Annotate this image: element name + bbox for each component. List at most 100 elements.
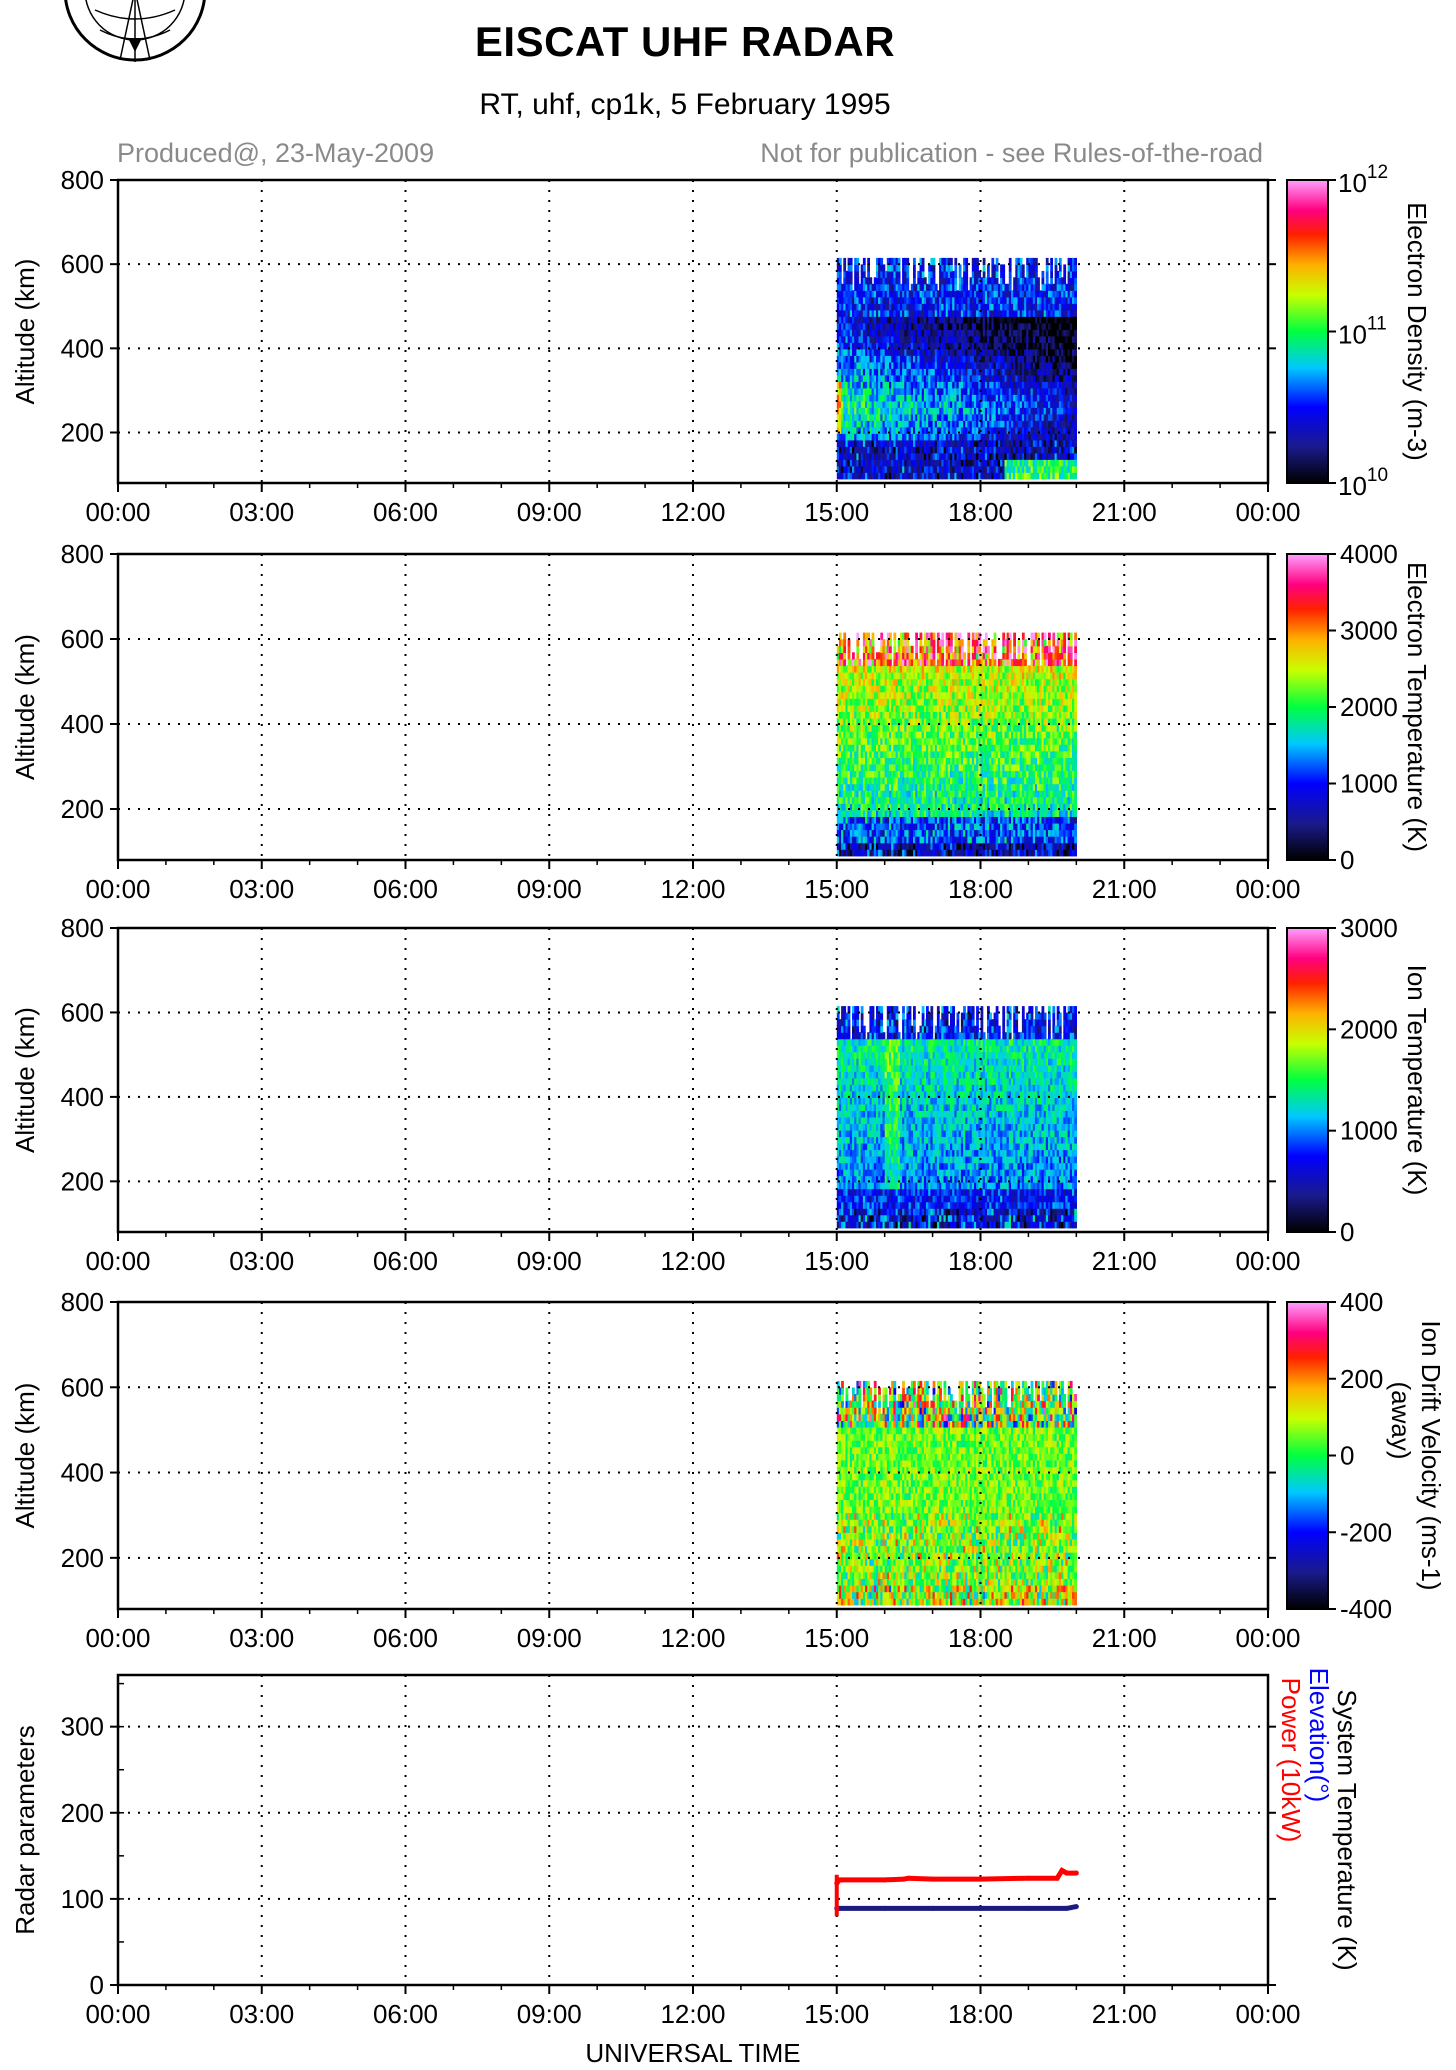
heatmap-cell [1011, 303, 1014, 311]
heatmap-cell [891, 459, 894, 467]
heatmap-cell [886, 329, 890, 337]
heatmap-cell [930, 446, 934, 454]
heatmap-cell [841, 374, 844, 382]
heatmap-cell [956, 459, 960, 467]
heatmap-cell [963, 290, 966, 298]
colorbar-tick-label: 1011 [1338, 314, 1387, 350]
heatmap-cell [871, 400, 875, 408]
heatmap-cell [950, 309, 953, 317]
heatmap-cell [893, 361, 897, 369]
heatmap-cell [884, 452, 888, 460]
heatmap-cell [919, 309, 923, 317]
heatmap-cell [902, 303, 905, 311]
heatmap-cell [893, 309, 897, 317]
heatmap-cell [843, 433, 847, 441]
heatmap-cell [971, 394, 975, 402]
heatmap-cell [880, 309, 884, 317]
heatmap-cell [971, 439, 975, 447]
heatmap-cell [991, 413, 995, 421]
heatmap-cell [952, 283, 955, 291]
heatmap-cell [845, 420, 849, 428]
heatmap-cell [991, 433, 995, 441]
heatmap-cell [919, 329, 923, 337]
heatmap-cell [987, 348, 990, 356]
heatmap-cell [997, 374, 1001, 382]
heatmap-cell [843, 465, 847, 473]
heatmap-cell [939, 322, 942, 330]
heatmap-cell [934, 290, 938, 298]
heatmap-cell [876, 368, 879, 376]
heatmap-cell [952, 355, 955, 363]
heatmap-cell [895, 303, 899, 311]
heatmap-cell [913, 290, 916, 298]
heatmap-cell [878, 407, 881, 415]
heatmap-cell [956, 309, 960, 317]
heatmap-cell [941, 368, 945, 376]
heatmap-cell [1006, 465, 1010, 473]
heatmap-cell [1004, 322, 1008, 330]
heatmap-cell [856, 652, 860, 660]
heatmap-cell [965, 283, 969, 291]
heatmap-cell [1015, 342, 1019, 350]
heatmap-cell [884, 413, 888, 421]
heatmap-cell [904, 283, 908, 291]
heatmap-cell [921, 335, 925, 343]
heatmap-cell [997, 426, 1001, 434]
heatmap-cell [987, 335, 990, 343]
heatmap-cell [897, 316, 901, 324]
heatmap-cell [1004, 283, 1008, 291]
heatmap-cell [928, 459, 931, 467]
heatmap-cell [917, 472, 921, 480]
heatmap-cell [984, 309, 988, 317]
heatmap-cell [1011, 322, 1014, 330]
heatmap-cell [945, 270, 949, 278]
heatmap-cell [897, 322, 901, 330]
heatmap-cell [838, 452, 842, 460]
heatmap-cell [917, 433, 921, 441]
heatmap-cell [932, 407, 936, 415]
heatmap-cell [984, 283, 988, 291]
heatmap-cell [997, 459, 1001, 467]
heatmap-cell [880, 433, 884, 441]
heatmap-cell [991, 459, 995, 467]
heatmap-cell [867, 374, 870, 382]
heatmap-cell [1006, 387, 1010, 395]
heatmap-cell [910, 368, 914, 376]
heatmap-cell [1006, 322, 1010, 330]
heatmap-cell [980, 361, 984, 369]
heatmap-cell [956, 316, 960, 324]
heatmap-cell [880, 420, 884, 428]
heatmap-cell [838, 342, 842, 350]
heatmap-cell [921, 303, 925, 311]
heatmap-cell [969, 283, 973, 291]
heatmap-cell [889, 270, 892, 278]
heatmap-cell [971, 465, 975, 473]
heatmap-cell [1011, 296, 1014, 304]
heatmap-cell [884, 472, 888, 480]
heatmap-cell [904, 426, 908, 434]
heatmap-cell [895, 374, 899, 382]
heatmap-cell [902, 264, 905, 272]
heatmap-cell [987, 264, 990, 272]
heatmap-cell [995, 303, 999, 311]
heatmap-cell [876, 465, 879, 473]
heatmap-cell [967, 426, 971, 434]
heatmap-cell [845, 283, 849, 291]
colorbar-tick-label: 1010 [1338, 465, 1388, 501]
heatmap-cell [910, 303, 914, 311]
heatmap-cell [926, 413, 929, 421]
heatmap-cell [869, 368, 873, 376]
heatmap-cell [950, 348, 953, 356]
heatmap-cell [976, 355, 979, 363]
heatmap-cell [1004, 452, 1008, 460]
heatmap-cell [1011, 348, 1014, 356]
heatmap-cell [945, 407, 949, 415]
heatmap-cell [893, 270, 897, 278]
heatmap-cell [1074, 413, 1077, 421]
heatmap-cell [1000, 446, 1003, 454]
heatmap-cell [1015, 439, 1019, 447]
heatmap-cell [947, 420, 951, 428]
heatmap-cell [976, 426, 979, 434]
heatmap-cell [873, 472, 877, 480]
heatmap-cell [965, 277, 969, 285]
